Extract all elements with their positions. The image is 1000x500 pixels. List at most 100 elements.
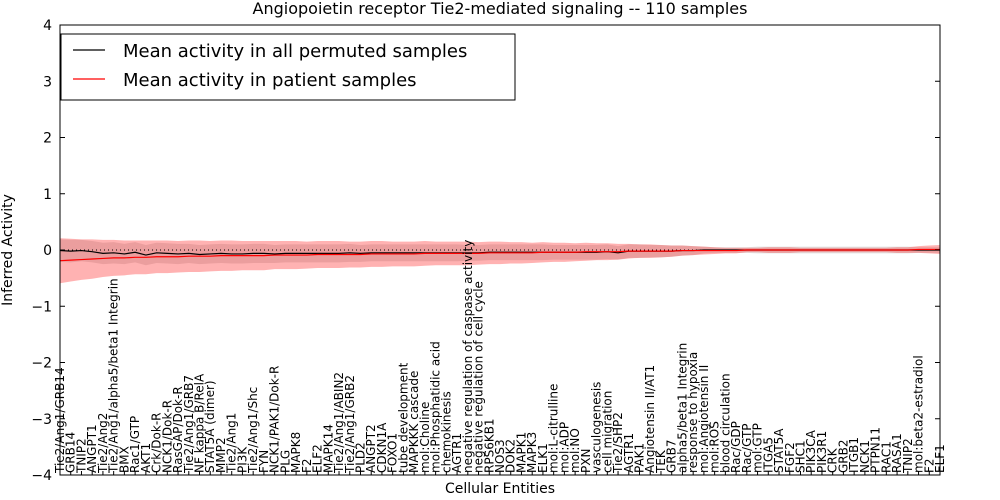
x-tick-label: AKT1 xyxy=(139,443,153,473)
confidence-bands xyxy=(60,238,940,284)
x-axis-ticks: Tie2/Ang1/GRB14GRB14TNIP2ANGPT1Tie2/Ang2… xyxy=(53,240,947,475)
x-tick-label: ELF2 xyxy=(311,444,325,473)
legend-label-permuted: Mean activity in all permuted samples xyxy=(123,41,467,62)
x-tick-label: mol:GTP xyxy=(751,423,765,473)
band-patient xyxy=(60,238,940,284)
x-tick-label: RASA1 xyxy=(890,433,904,473)
x-tick-label: Tie2/Ang1/alpha5/beta1 Integrin xyxy=(107,278,121,474)
x-tick-label: NCK1/Dok-R xyxy=(160,400,174,473)
x-tick-label: mol:Angiotensin II xyxy=(697,365,711,473)
x-tick-label: tube development xyxy=(396,362,410,473)
x-tick-label: FYN xyxy=(257,450,271,473)
x-tick-label: RAC1 xyxy=(879,441,893,473)
x-tick-label: Rac/GDP xyxy=(729,421,743,473)
x-tick-label: PXN xyxy=(579,449,593,473)
x-tick-label: GRB2 xyxy=(836,439,850,473)
x-tick-label: ITGA5 xyxy=(761,437,775,473)
x-tick-label: MAPK3 xyxy=(525,432,539,473)
x-tick-label: AGTR1 xyxy=(622,433,636,473)
y-axis-ticks: 4 3 2 1 0 −1 −2 −3 −4 xyxy=(31,18,940,484)
x-tick-label: GRB14 xyxy=(64,432,78,473)
x-tick-label: Rac/GTP xyxy=(740,423,754,473)
x-tick-label: DOK2 xyxy=(504,439,518,473)
x-tick-label: Tie2/Ang1/GRB7 xyxy=(182,375,196,474)
x-tick-label: ELF1 xyxy=(933,444,947,473)
x-tick-label: mol:Phosphatidic acid xyxy=(429,341,443,473)
legend: Mean activity in all permuted samples Me… xyxy=(60,33,516,101)
x-tick-label: TEK xyxy=(654,449,668,474)
x-axis-label: Cellular Entities xyxy=(445,481,555,497)
x-tick-label: FGF2 xyxy=(783,442,797,473)
x-tick-label: MAPK14 xyxy=(321,424,335,473)
x-tick-label: PAK1 xyxy=(633,443,647,473)
x-tick-label: Crk/Dok-R xyxy=(150,412,164,473)
x-tick-label: mol:L-citrulline xyxy=(547,384,561,473)
x-tick-label: Tie2/Ang1/GRB2 xyxy=(343,375,357,474)
series-line-patient xyxy=(59,248,940,262)
chart-title: Angiopoietin receptor Tie2-mediated sign… xyxy=(253,0,748,18)
x-tick-label: mol:ADP xyxy=(557,422,571,473)
x-tick-label: TNIP2 xyxy=(74,438,88,474)
x-tick-label: NF kappa B/RelA xyxy=(193,373,207,473)
x-tick-label: PLD2 xyxy=(353,442,367,473)
x-tick-label: PI3K xyxy=(235,446,249,473)
y-tick-label: 0 xyxy=(43,243,52,259)
x-tick-label: cell migration xyxy=(600,391,614,473)
x-tick-label: RasGAP/Dok-R xyxy=(171,386,185,473)
x-tick-label: F2 xyxy=(922,458,936,473)
x-tick-label: Tie2/Ang2 xyxy=(96,413,110,474)
x-tick-label: ANGPT1 xyxy=(85,424,99,473)
x-tick-label: Rac1/GTP xyxy=(128,416,142,473)
x-tick-label: FOXO1 xyxy=(386,433,400,473)
x-tick-label: GRB7 xyxy=(665,439,679,473)
x-tick-label: RPS6KB1 xyxy=(482,418,496,473)
x-tick-label: NCK1/PAK1/Dok-R xyxy=(268,366,282,473)
x-tick-label: chemokinesis xyxy=(439,391,453,473)
x-tick-label: ELK1 xyxy=(536,443,550,473)
x-tick-label: STAT5A xyxy=(772,428,786,473)
legend-frame xyxy=(60,33,516,101)
x-tick-label: PLG xyxy=(278,450,292,473)
x-tick-label: PIK3R1 xyxy=(815,431,829,473)
x-tick-label: MMP2 xyxy=(214,437,228,473)
y-tick-label: −2 xyxy=(31,356,52,372)
x-tick-label: mol:ROS xyxy=(708,421,722,473)
y-tick-label: −1 xyxy=(31,299,52,315)
y-axis-label: Inferred Activity xyxy=(0,194,16,306)
x-tick-label: MAPKKK cascade xyxy=(407,371,421,473)
y-tick-label: −3 xyxy=(31,412,52,428)
x-tick-label: Tie2/Ang1/GRB14 xyxy=(53,367,67,474)
x-tick-label: alpha5/beta1 Integrin xyxy=(675,343,689,473)
x-tick-label: Angiotensin II/AT1 xyxy=(643,365,657,473)
x-tick-label: NOS3 xyxy=(493,439,507,473)
x-tick-label: NCK1 xyxy=(858,440,872,473)
x-tick-label: mol:NO xyxy=(568,428,582,473)
x-tick-label: Tie2/Ang1 xyxy=(225,413,239,474)
x-tick-label: Tie2/Ang1/ABIN2 xyxy=(332,372,346,474)
x-tick-label: ANGPT2 xyxy=(364,424,378,473)
series-lines xyxy=(59,248,940,262)
y-tick-label: 4 xyxy=(43,18,52,34)
x-tick-label: Tie2/SHP2 xyxy=(611,412,625,474)
x-tick-label: mol:beta2-estradiol xyxy=(912,355,926,473)
y-tick-label: 2 xyxy=(43,131,52,147)
x-tick-label: negative regulation of caspase activity xyxy=(461,240,475,473)
x-tick-label: F2 xyxy=(300,458,314,473)
x-tick-label: blood circulation xyxy=(718,373,732,473)
x-tick-label: SHC1 xyxy=(793,440,807,473)
x-tick-label: response to hypoxia xyxy=(686,352,700,473)
x-tick-label: mol:Choline xyxy=(418,402,432,473)
y-tick-label: 3 xyxy=(43,74,52,90)
legend-label-patient: Mean activity in patient samples xyxy=(123,70,417,91)
x-tick-label: CDKN1A xyxy=(375,422,389,473)
x-tick-label: CRK xyxy=(826,447,840,473)
x-tick-label: MAPK1 xyxy=(514,432,528,473)
x-tick-label: PIK3CA xyxy=(804,429,818,473)
y-tick-label: 1 xyxy=(43,187,52,203)
x-tick-label: STAT5A (dimer) xyxy=(203,380,217,473)
x-tick-label: BMX xyxy=(117,446,131,473)
x-tick-label: AGTR1 xyxy=(450,433,464,473)
x-tick-label: ITGB1 xyxy=(847,437,861,473)
x-tick-label: MAPK8 xyxy=(289,432,303,473)
